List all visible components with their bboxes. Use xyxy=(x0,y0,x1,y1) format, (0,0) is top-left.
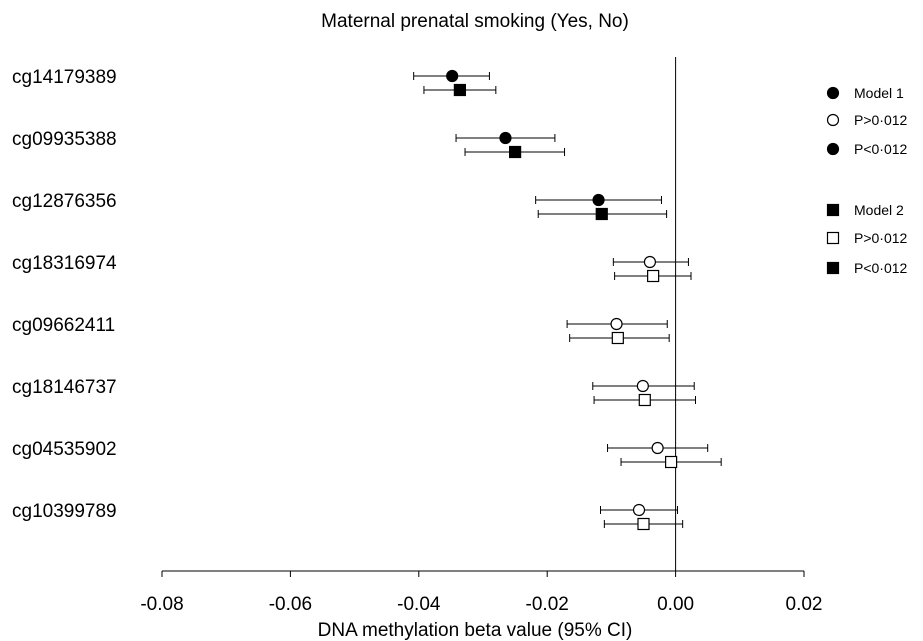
model1-point xyxy=(610,317,623,331)
model1-point xyxy=(632,503,646,517)
legend-item-label: Model 1 xyxy=(854,85,904,101)
x-tick-label: -0.02 xyxy=(526,594,569,615)
x-axis-ticks: -0.08 -0.06 -0.04 -0.02 0.00 0.02 xyxy=(140,571,822,615)
legend-square-open-marker xyxy=(826,231,840,245)
model2-point xyxy=(509,145,522,159)
legend-item-label: Model 2 xyxy=(854,202,904,218)
x-tick-label: 0.02 xyxy=(786,594,823,615)
model2-point xyxy=(453,83,466,97)
legend-item-label: P<0·012 xyxy=(854,260,908,276)
x-tick-label: 0.00 xyxy=(657,594,694,615)
estimates-layer xyxy=(413,69,722,531)
x-tick-label: -0.06 xyxy=(269,594,312,615)
cpg-site-label: cg09935388 xyxy=(12,129,117,150)
model2-point xyxy=(665,455,678,469)
cpg-site-label: cg04535902 xyxy=(12,439,117,460)
model2-point xyxy=(595,207,608,221)
legend-square-filled-marker xyxy=(826,203,840,217)
model2-point xyxy=(638,393,651,407)
legend-item-label: P>0·012 xyxy=(854,230,908,246)
legend-item-label: P>0·012 xyxy=(854,112,908,128)
x-axis-title: DNA methylation beta value (95% CI) xyxy=(318,620,633,641)
x-tick-label: -0.08 xyxy=(140,594,183,615)
legend-circle-open-marker xyxy=(826,113,840,127)
legend: Model 1 P>0·012 P<0·012 Model 2 P>0·012 P<0·0… xyxy=(826,85,908,276)
cpg-site-label: cg18146737 xyxy=(12,377,117,398)
cpg-site-label: cg09662411 xyxy=(12,315,115,336)
cpg-site-labels: cg14179389 cg09935388 cg12876356 cg18316974… xyxy=(12,67,117,522)
model1-point xyxy=(446,69,459,83)
model1-point xyxy=(592,193,605,207)
legend-item-label: P<0·012 xyxy=(854,141,908,157)
cpg-site-label: cg14179389 xyxy=(12,67,117,88)
x-tick-label: -0.04 xyxy=(397,594,441,615)
model2-point xyxy=(611,331,624,345)
model1-point xyxy=(499,131,512,145)
legend-circle-filled-marker xyxy=(826,86,840,100)
model1-point xyxy=(651,441,664,455)
model2-point xyxy=(637,517,650,531)
cpg-site-label: cg10399789 xyxy=(12,501,117,522)
chart-title: Maternal prenatal smoking (Yes, No) xyxy=(321,11,629,32)
model2-point xyxy=(647,269,660,283)
model1-point xyxy=(643,255,657,269)
cpg-site-label: cg12876356 xyxy=(12,191,117,212)
model1-point xyxy=(636,379,649,393)
cpg-site-label: cg18316974 xyxy=(12,253,117,274)
legend-square-filled-marker xyxy=(826,261,840,275)
legend-circle-filled-marker xyxy=(826,142,840,156)
